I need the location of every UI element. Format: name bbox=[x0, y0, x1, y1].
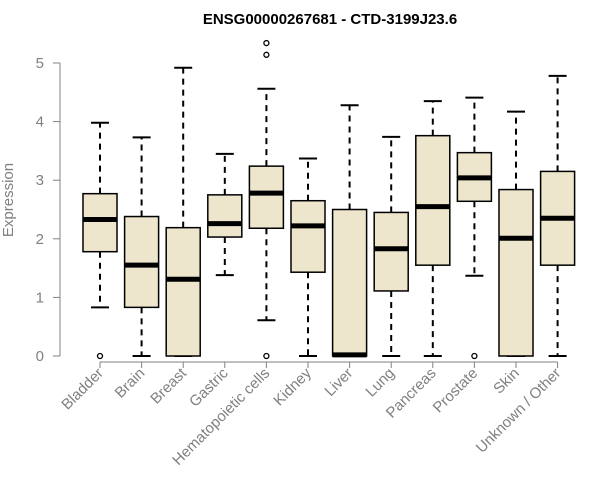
box-body bbox=[82, 192, 118, 253]
box-liver bbox=[331, 104, 368, 358]
box-body bbox=[498, 188, 534, 357]
y-tick-label: 5 bbox=[36, 55, 44, 72]
box-skin bbox=[498, 110, 534, 357]
x-tick-label: Breast bbox=[147, 364, 190, 407]
box-bladder bbox=[82, 121, 118, 360]
x-tick-label: Kidney bbox=[270, 364, 315, 409]
x-tick-label: Skin bbox=[490, 365, 523, 398]
y-ticks: 0 1 2 3 4 5 bbox=[36, 55, 60, 365]
y-tick-label: 1 bbox=[36, 289, 44, 306]
outlier-point bbox=[263, 352, 270, 360]
box-body bbox=[331, 208, 368, 357]
y-tick-label: 2 bbox=[36, 231, 44, 248]
y-tick-label: 3 bbox=[36, 172, 44, 189]
box-hematopoietic-cells bbox=[248, 39, 285, 360]
y-axis-label: Expression bbox=[0, 163, 17, 237]
outlier-point bbox=[263, 39, 270, 47]
box-body bbox=[373, 211, 409, 292]
x-tick-label: Prostate bbox=[430, 365, 482, 417]
box-pancreas bbox=[415, 100, 451, 357]
x-tick-label: Bladder bbox=[58, 365, 107, 414]
box-breast bbox=[165, 66, 201, 357]
outlier-point bbox=[263, 51, 270, 58]
box-gastric bbox=[207, 152, 243, 277]
box-body bbox=[207, 194, 243, 238]
x-tick-label: Lung bbox=[362, 365, 398, 401]
chart-title: ENSG00000267681 - CTD-3199J23.6 bbox=[203, 11, 457, 28]
box-body bbox=[123, 215, 160, 309]
box-body bbox=[248, 165, 285, 230]
box-unknown-other bbox=[539, 74, 576, 357]
box-kidney bbox=[290, 157, 326, 357]
box-prostate bbox=[456, 96, 493, 360]
box-lung bbox=[373, 135, 409, 357]
x-tick-label: Brain bbox=[112, 365, 149, 402]
box-body bbox=[165, 226, 201, 357]
box-body bbox=[415, 134, 451, 266]
box-body bbox=[290, 199, 326, 273]
x-tick-label: Liver bbox=[321, 365, 356, 400]
box-brain bbox=[123, 136, 160, 357]
outlier-point bbox=[96, 352, 104, 360]
outlier-point bbox=[471, 352, 478, 360]
y-tick-label: 0 bbox=[36, 348, 44, 365]
y-tick-label: 4 bbox=[36, 114, 44, 131]
boxes bbox=[82, 39, 576, 360]
